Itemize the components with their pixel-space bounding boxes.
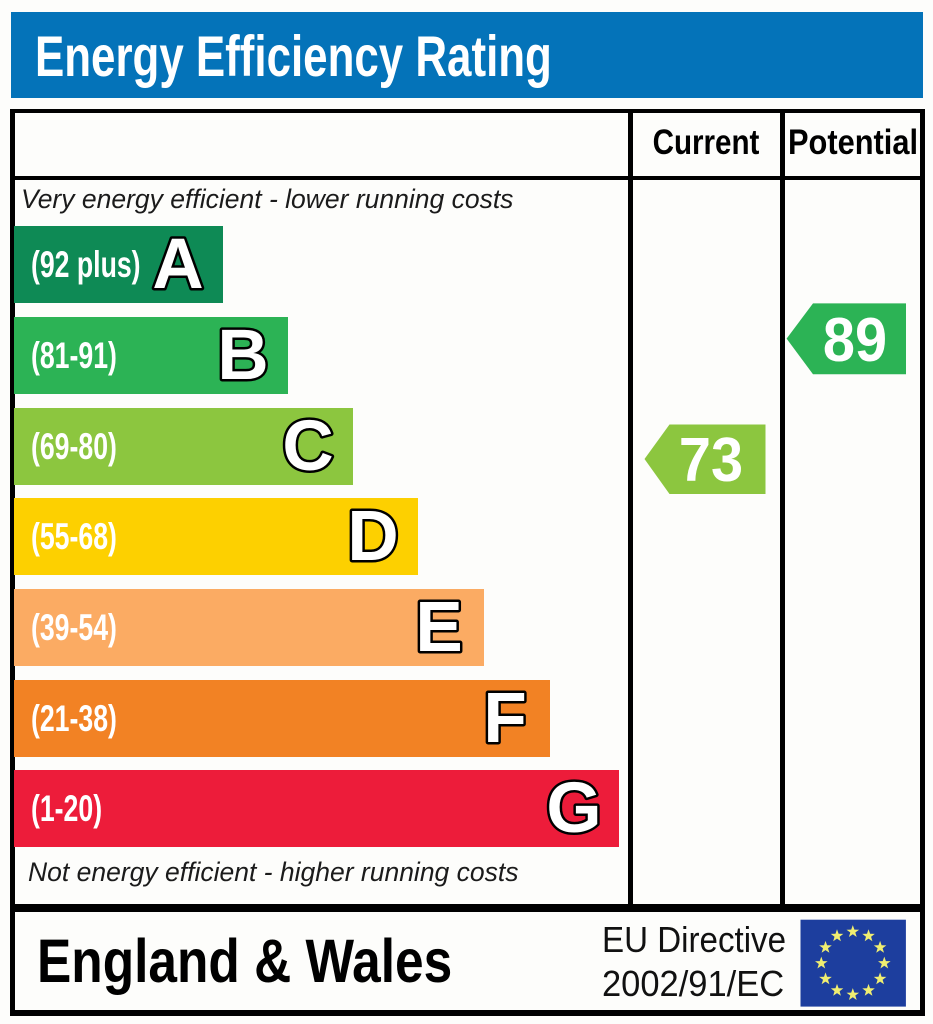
svg-text:G: G [546,769,601,848]
svg-text:E: E [415,588,462,667]
svg-text:C: C [282,407,333,486]
svg-text:B: B [217,316,268,395]
svg-text:D: D [347,497,398,576]
svg-text:F: F [483,679,526,758]
svg-text:A: A [152,225,203,304]
